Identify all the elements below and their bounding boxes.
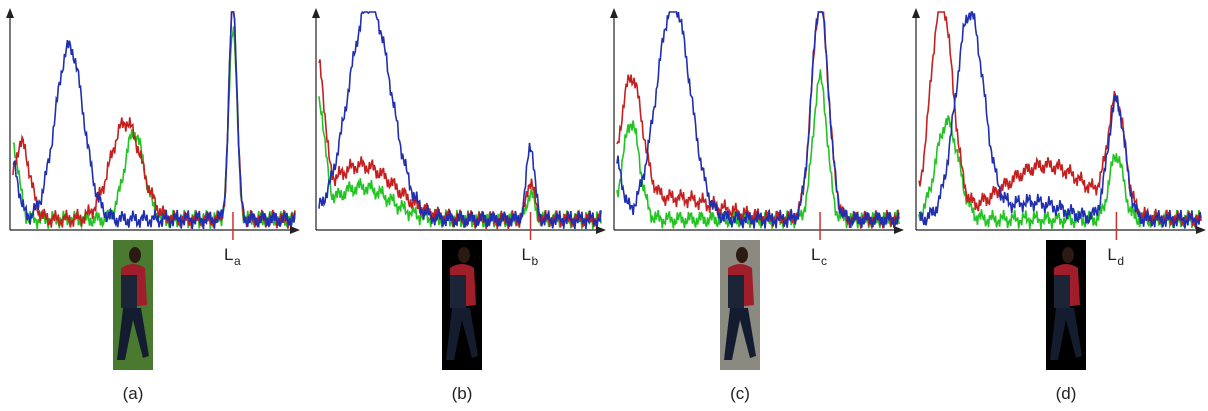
person-legs: [1050, 308, 1082, 360]
person-head: [458, 247, 470, 263]
person-legs: [446, 308, 478, 360]
x-arrow: [1196, 226, 1206, 234]
panel-caption: (a): [123, 384, 144, 403]
x-arrow: [596, 226, 606, 234]
y-arrow: [912, 8, 920, 18]
panel-caption: (b): [452, 384, 473, 403]
person-head: [1062, 247, 1074, 263]
panel-caption: (c): [730, 384, 750, 403]
histogram-curve: [318, 59, 602, 230]
marker-subscript: b: [532, 254, 539, 268]
y-arrow: [312, 8, 320, 18]
histogram-curve: [318, 10, 602, 230]
histogram-curve: [616, 69, 900, 229]
marker-label: L: [811, 245, 820, 264]
x-arrow: [290, 226, 300, 234]
person-jacket: [450, 275, 466, 308]
y-arrow: [610, 8, 618, 18]
histogram-curve: [616, 11, 900, 229]
marker-label: L: [224, 245, 233, 264]
person-jacket: [728, 275, 744, 308]
marker-subscript: d: [1117, 254, 1124, 268]
marker-subscript: a: [234, 254, 241, 268]
marker-label: L: [522, 245, 531, 264]
person-head: [129, 247, 141, 263]
y-arrow: [6, 8, 14, 18]
person-jacket: [1054, 275, 1070, 308]
histogram-curve: [12, 26, 296, 230]
person-head: [736, 247, 748, 263]
panel-caption: (d): [1056, 384, 1077, 403]
marker-label: L: [1107, 245, 1116, 264]
marker-subscript: c: [821, 254, 827, 268]
person-legs: [117, 308, 149, 360]
x-arrow: [894, 226, 904, 234]
person-legs: [724, 308, 756, 360]
person-jacket: [121, 275, 137, 308]
histogram-curve: [616, 11, 900, 229]
histogram-curve: [12, 11, 296, 229]
histogram-curve: [918, 11, 1202, 229]
